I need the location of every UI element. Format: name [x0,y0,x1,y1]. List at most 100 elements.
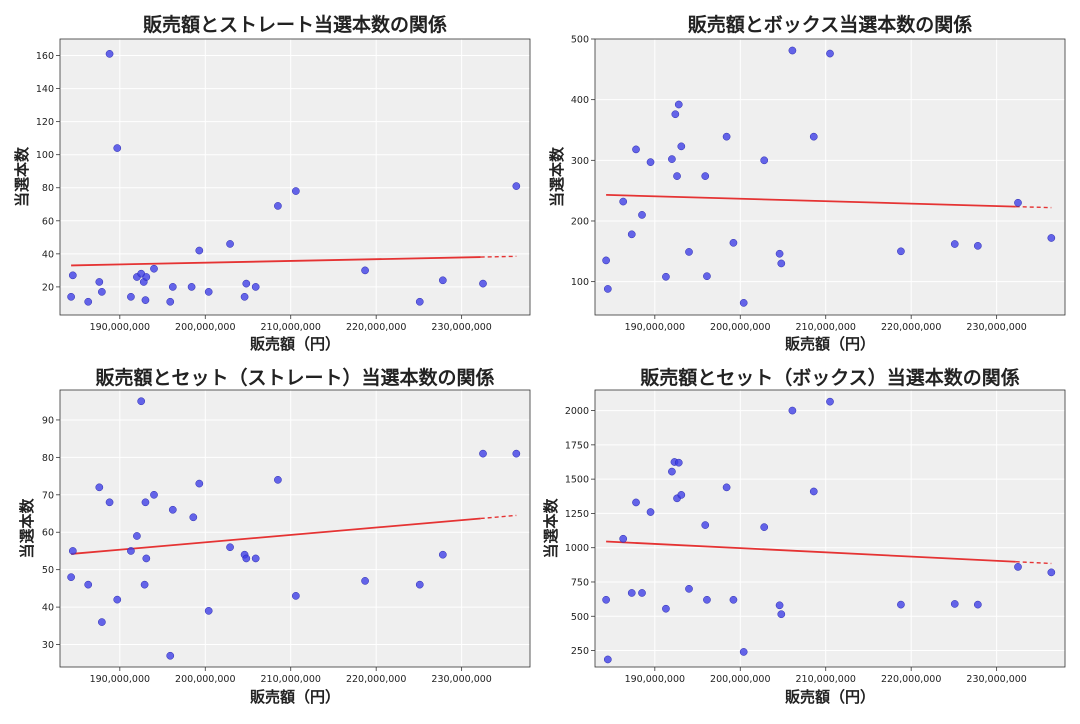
x-axis-label: 販売額（円） [250,688,340,706]
y-tick-label: 300 [571,156,589,167]
data-point [415,580,424,589]
x-tick-label: 220,000,000 [346,674,406,685]
y-tick-label: 1500 [565,475,589,486]
y-tick-label: 160 [36,51,54,62]
x-axis-label: 販売額（円） [785,335,875,353]
y-tick-label: 1250 [565,509,589,520]
data-point [775,601,784,610]
trend-line [71,256,481,267]
data-point [701,521,710,529]
data-point [67,573,75,582]
data-point [809,487,818,496]
data-point [897,247,905,256]
data-point [168,283,177,291]
x-tick-label: 230,000,000 [966,322,1026,333]
data-point [105,50,114,58]
data-point [195,246,204,255]
data-point [142,273,151,281]
data-point [204,288,213,296]
data-point [274,202,282,210]
x-tick-label: 200,000,000 [710,322,770,333]
data-point [760,156,769,165]
data-point [274,475,282,484]
data-point [67,292,75,301]
data-point [897,600,905,609]
y-axis-label: 当選本数 [548,146,566,207]
chart-panel-2: 190,000,000 200,000,000 210,000,000 220,000… [548,13,1066,353]
data-point [703,595,711,604]
y-tick-label: 100 [36,150,54,161]
data-point [777,259,786,268]
y-axis-label: 当選本数 [542,498,560,559]
data-point [479,279,487,288]
data-point [638,589,646,597]
chart-title: 販売額とストレート当選本数の関係 [143,13,447,36]
x-tick-label: 200,000,000 [175,674,235,685]
data-point [166,651,175,660]
data-point [646,508,655,516]
data-point [166,297,175,306]
x-tick-label: 200,000,000 [710,674,770,685]
data-point [701,172,710,180]
data-point [685,584,693,593]
y-tick-label: 200 [571,216,589,227]
x-tick-label: 200,000,000 [175,322,235,333]
data-point [950,600,959,608]
data-point [242,554,251,563]
chart-title: 販売額とセット（ボックス）当選本数の関係 [640,366,1019,389]
data-point [68,547,77,555]
data-point [671,110,680,119]
data-point [84,297,93,306]
data-point [140,580,149,589]
chart-panel-3: 190,000,000 200,000,000 210,000,000 220,000… [18,366,531,706]
data-point [479,449,487,458]
y-tick-label: 20 [42,282,54,293]
x-tick-label: 230,000,000 [431,674,491,685]
axes-frame [594,38,1066,316]
data-point [195,479,204,488]
data-point [668,155,676,163]
chart-panel-1: 190,000,000 200,000,000 210,000,000 220,000… [13,13,531,353]
data-point [722,483,731,492]
chart-title: 販売額とセット（ストレート）当選本数の関係 [95,366,494,389]
data-point [438,550,447,559]
data-point [826,49,834,58]
data-point [361,266,369,275]
x-tick-label: 220,000,000 [881,322,941,333]
data-point [127,292,135,301]
data-point [826,397,834,406]
x-tick-label: 220,000,000 [346,322,406,333]
y-tick-label: 1000 [565,543,589,554]
data-point [777,610,786,619]
data-point [1014,198,1022,207]
y-axis-label: 当選本数 [13,146,31,207]
plot-area [60,39,530,315]
data-point [226,543,234,552]
data-point [512,449,521,458]
axes-frame [59,389,531,668]
data-point [240,292,249,301]
y-tick-label: 30 [42,640,54,651]
data-point [168,505,177,514]
chart-title: 販売額とボックス当選本数の関係 [688,13,972,36]
data-point [627,230,636,239]
trend-line-tail [1015,205,1052,209]
data-point [98,618,106,626]
data-point [512,182,521,190]
data-point [668,467,676,476]
x-axis-label: 販売額（円） [785,688,875,706]
data-point [788,406,797,415]
data-point [673,172,681,180]
data-point [1047,568,1056,577]
data-point [775,249,784,258]
data-point [150,490,158,499]
data-point [361,577,369,585]
trend-line [71,517,481,555]
data-point [632,498,640,507]
data-point [84,580,93,589]
y-tick-label: 80 [42,453,54,464]
y-tick-label: 100 [571,277,589,288]
data-point [662,272,670,281]
